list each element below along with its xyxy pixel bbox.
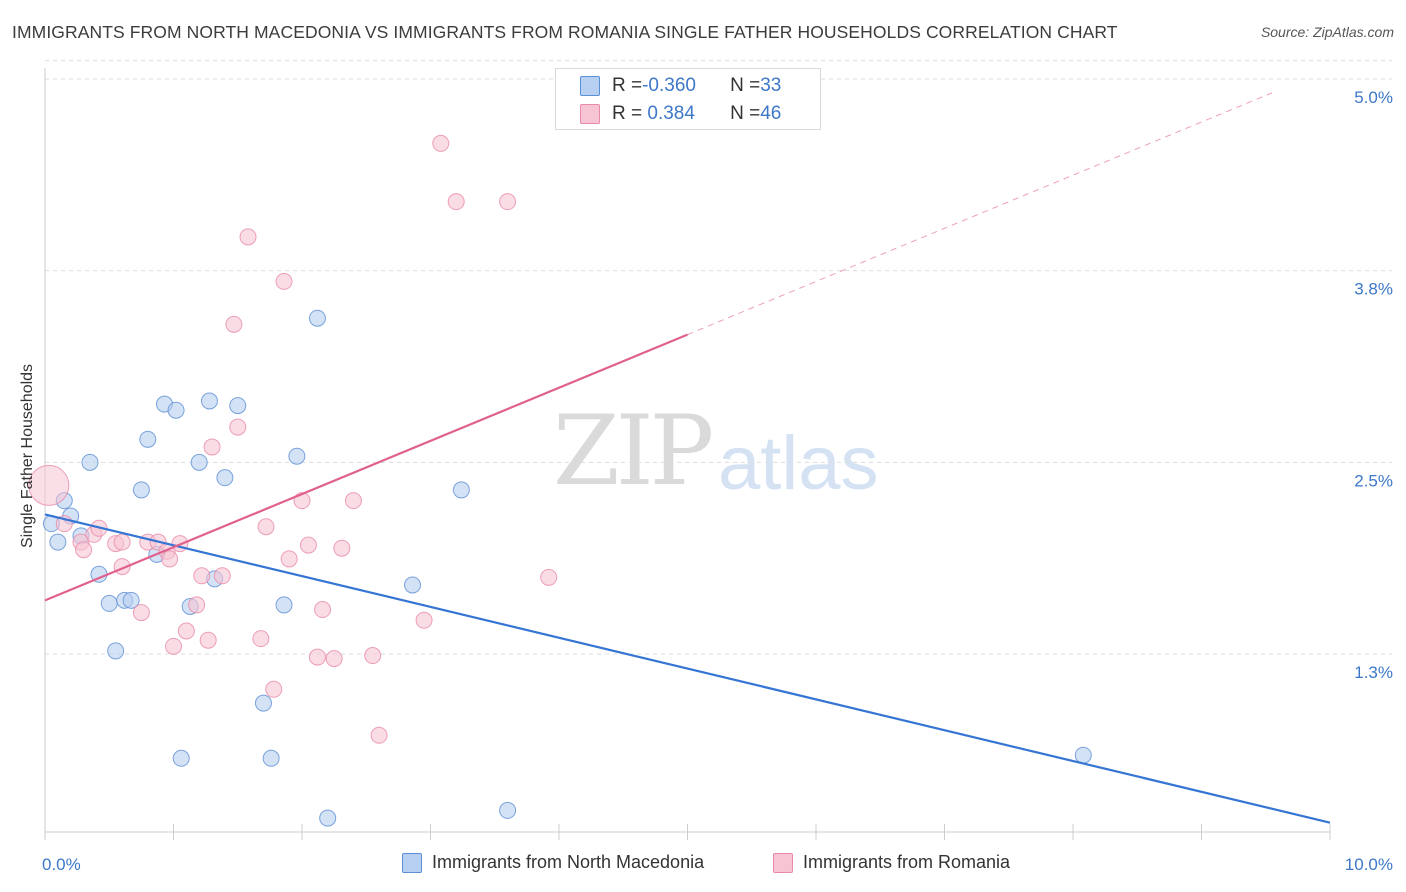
series-swatch-pink	[773, 852, 793, 873]
legend-n-label: N =	[730, 103, 761, 124]
data-point-north-macedonia	[216, 469, 234, 487]
series-legend-north-macedonia: Immigrants from North Macedonia	[402, 852, 704, 873]
data-point-north-macedonia	[288, 447, 306, 465]
data-point-north-macedonia	[308, 309, 326, 327]
data-point-north-macedonia	[100, 594, 118, 612]
data-point-romania	[314, 601, 332, 619]
data-point-romania	[257, 518, 275, 536]
data-point-romania	[132, 604, 150, 622]
trend-line-romania	[44, 333, 688, 602]
x-tick-label: 0.0%	[42, 855, 81, 874]
data-point-romania	[165, 637, 182, 655]
data-point-romania	[252, 630, 270, 648]
series-swatch-blue	[402, 852, 422, 873]
trend-line-north-macedonia	[44, 513, 1331, 824]
data-point-north-macedonia	[275, 596, 293, 614]
series-label: Immigrants from North Macedonia	[432, 852, 705, 872]
data-point-romania	[370, 726, 388, 744]
data-point-romania	[113, 533, 131, 551]
legend-r-value: 0.384	[642, 103, 695, 124]
data-point-north-macedonia	[200, 392, 218, 410]
y-tick-label: 2.5%	[1354, 471, 1393, 490]
data-point-romania	[415, 611, 433, 629]
data-point-romania	[540, 568, 558, 586]
data-point-north-macedonia	[122, 591, 140, 609]
watermark-zip: ZIP	[553, 395, 714, 507]
legend-n-value: 46	[760, 103, 782, 124]
series-legend-romania: Immigrants from Romania	[773, 852, 1010, 873]
data-point-north-macedonia	[167, 401, 185, 419]
data-point-romania	[161, 550, 179, 568]
data-point-north-macedonia	[262, 749, 280, 767]
data-point-north-macedonia	[499, 801, 517, 819]
data-point-romania	[213, 567, 231, 585]
y-tick-label: 1.3%	[1354, 663, 1393, 682]
data-point-romania	[75, 541, 93, 559]
data-point-romania	[280, 550, 298, 568]
y-axis-label: Single Father Households	[19, 363, 36, 549]
data-point-romania	[364, 647, 382, 665]
correlation-legend: R = -0.360 N = 33 R = 0.384 N = 46	[555, 68, 821, 130]
legend-row-romania: R = 0.384 N = 46	[580, 103, 781, 125]
source-credit: Source: ZipAtlas.com	[1260, 24, 1394, 40]
data-point-romania	[193, 567, 211, 585]
data-point-north-macedonia	[190, 453, 208, 471]
data-point-north-macedonia	[404, 576, 422, 594]
series-legend: Immigrants from North Macedonia Immigran…	[0, 852, 1406, 876]
series-label: Immigrants from Romania	[803, 852, 1011, 872]
data-point-north-macedonia	[132, 481, 150, 499]
data-point-romania	[275, 272, 293, 290]
data-point-north-macedonia	[172, 749, 190, 767]
data-point-romania	[447, 193, 465, 211]
chart-title: IMMIGRANTS FROM NORTH MACEDONIA VS IMMIG…	[12, 22, 1118, 42]
data-point-romania	[188, 596, 206, 614]
data-point-north-macedonia	[81, 453, 99, 471]
data-point-north-macedonia	[229, 397, 247, 415]
watermark-atlas: atlas	[718, 421, 879, 506]
data-point-romania	[229, 418, 247, 436]
data-point-romania	[28, 464, 70, 506]
data-point-romania	[499, 193, 517, 211]
data-point-romania	[325, 650, 343, 668]
data-point-north-macedonia	[452, 481, 470, 499]
legend-swatch-blue	[580, 76, 600, 96]
data-point-romania	[344, 492, 362, 510]
y-tick-label: 5.0%	[1354, 88, 1393, 107]
legend-n-value: 33	[760, 75, 782, 96]
data-point-romania	[308, 648, 326, 666]
legend-r-label: R =	[612, 103, 643, 124]
y-tick-label: 3.8%	[1354, 280, 1393, 299]
data-point-north-macedonia	[139, 430, 157, 448]
data-point-romania	[199, 631, 217, 649]
legend-r-label: R =	[612, 75, 643, 96]
data-point-romania	[225, 315, 243, 333]
data-point-romania	[203, 438, 221, 456]
legend-swatch-pink	[580, 104, 600, 124]
data-point-romania	[333, 539, 351, 557]
data-point-north-macedonia	[49, 533, 67, 551]
legend-n-label: N =	[730, 75, 761, 96]
x-tick-label: 10.0%	[1345, 855, 1393, 874]
legend-r-value: -0.360	[642, 75, 696, 96]
data-point-north-macedonia	[107, 642, 125, 660]
data-point-north-macedonia	[254, 694, 272, 712]
data-point-romania	[265, 680, 283, 698]
data-point-romania	[239, 228, 257, 246]
data-point-romania	[177, 622, 195, 640]
data-point-north-macedonia	[319, 809, 337, 827]
data-point-romania	[299, 536, 317, 554]
data-point-romania	[432, 134, 450, 152]
data-point-north-macedonia	[1074, 746, 1092, 764]
legend-row-north-macedonia: R = -0.360 N = 33	[580, 75, 781, 97]
